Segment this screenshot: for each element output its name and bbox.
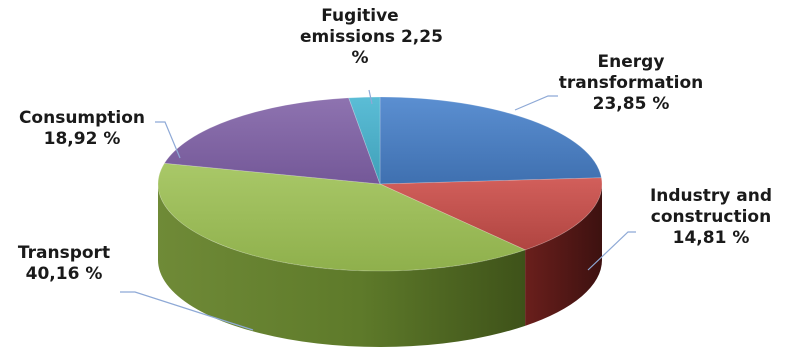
fugitive-leader-line [368,89,373,105]
industry-label: Industry and construction 14,81 % [636,186,786,249]
industry-leader-line [587,231,636,271]
industry-label-line1: Industry and [649,186,773,206]
transport-slice-side [158,184,526,348]
transport-leader-line [120,291,254,331]
industry-slice [379,177,603,251]
energy-leader-line [514,95,558,111]
consumption-leader-line [155,121,181,159]
industry-slice-side [525,184,602,326]
consumption-slice [163,97,381,185]
fugitive-label: Fugitive emissions 2,25 % [300,6,443,69]
fugitive-label-line3: % [351,48,369,68]
consumption-label-line2: 18,92 % [43,129,121,149]
fugitive-slice [348,96,381,185]
energy-slice [379,96,602,185]
fugitive-label-line1: Fugitive [321,6,399,26]
energy-label-line1: Energy [597,52,665,72]
energy-label: Energy transformation 23,85 % [546,52,716,115]
consumption-label-line1: Consumption [18,108,146,128]
transport-label-line1: Transport [17,243,111,263]
industry-label-line2: construction [650,207,772,227]
transport-slice [157,162,527,272]
fugitive-label-line2: emissions 2,25 [300,27,443,47]
transport-label-line2: 40,16 % [25,264,103,284]
energy-label-line2: transformation [558,73,704,93]
industry-label-line3: 14,81 % [672,228,750,248]
transport-label: Transport 40,16 % [14,243,114,285]
consumption-label: Consumption 18,92 % [2,108,162,150]
energy-label-line3: 23,85 % [592,94,670,114]
